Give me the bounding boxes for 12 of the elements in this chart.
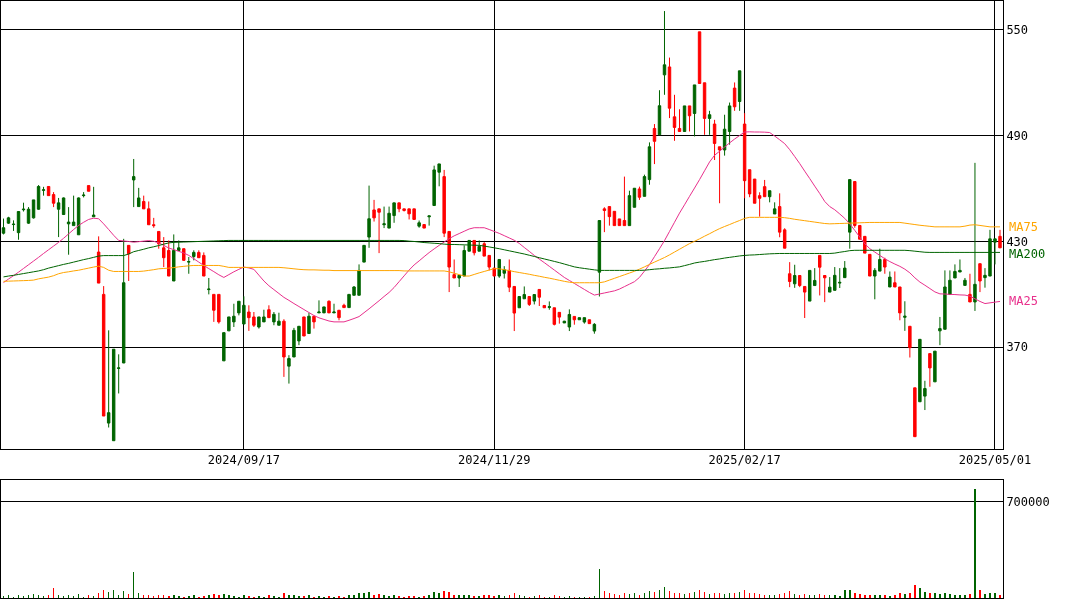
series-label: MA75 — [1009, 220, 1038, 234]
y-tick-label: 370 — [1006, 340, 1029, 355]
series-label: MA200 — [1009, 247, 1046, 261]
series-label: MA25 — [1009, 294, 1038, 308]
y-tick-label: 490 — [1006, 128, 1029, 143]
y-tick-label: 700000 — [1006, 495, 1050, 510]
x-tick-label: 2024/11/29 — [458, 453, 531, 468]
y-tick-label: 550 — [1006, 23, 1029, 38]
x-tick-label: 2025/05/01 — [958, 453, 1032, 468]
y-tick-label: 430 — [1006, 234, 1029, 249]
x-tick-label: 2024/09/17 — [207, 453, 280, 468]
x-tick-label: 2025/02/17 — [708, 453, 781, 468]
